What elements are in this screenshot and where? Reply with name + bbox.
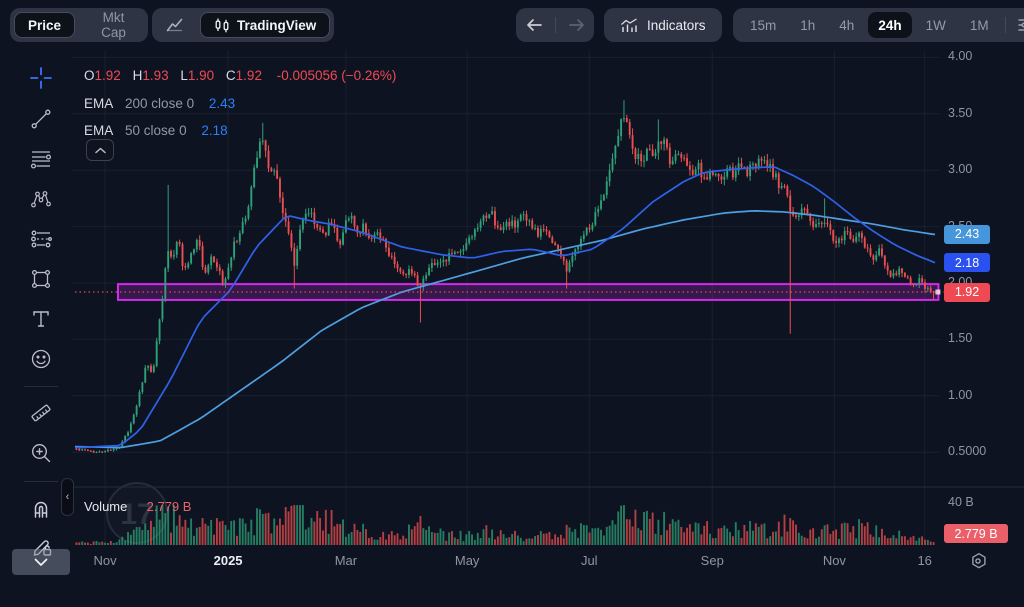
- ema200-params: 200 close 0: [125, 95, 195, 111]
- price-tick-label: 3.50: [948, 105, 973, 120]
- open-value: 1.92: [94, 68, 121, 83]
- low-label: L: [180, 68, 188, 83]
- price-tick-label: 3.00: [948, 162, 973, 177]
- timeframe-1W[interactable]: 1W: [916, 12, 956, 38]
- close-label: C: [225, 68, 236, 83]
- time-tick-label: May: [454, 553, 480, 568]
- divider: [24, 386, 58, 387]
- zone-handle[interactable]: [935, 289, 941, 295]
- support-zone-rectangle[interactable]: [117, 283, 940, 301]
- legend-collapse-button[interactable]: [86, 139, 114, 161]
- text-tool-icon[interactable]: [29, 307, 53, 331]
- time-tick-label: Nov: [822, 553, 846, 568]
- rectangle-tool-icon[interactable]: [29, 267, 53, 291]
- price-tick-label: 0.5000: [948, 444, 987, 459]
- timeframe-1h[interactable]: 1h: [790, 12, 825, 38]
- mktcap-tab[interactable]: Mkt Cap: [79, 8, 148, 42]
- ema50-price-badge: 2.18: [944, 253, 990, 273]
- timeframe-1M[interactable]: 1M: [960, 12, 999, 38]
- timeframe-15m[interactable]: 15m: [740, 12, 786, 38]
- high-label: H: [132, 68, 143, 83]
- low-value: 1.90: [187, 68, 215, 83]
- high-value: 1.93: [142, 68, 169, 83]
- projection-tool-icon[interactable]: [29, 227, 53, 251]
- time-tick-label: Sep: [700, 553, 724, 568]
- time-tick-label: Nov: [93, 553, 117, 568]
- time-tick-label: Jul: [580, 553, 598, 568]
- divider: [554, 17, 556, 33]
- trend-line-tool-icon[interactable]: [29, 107, 53, 131]
- zoom-in-tool-icon[interactable]: [29, 441, 53, 465]
- magnet-tool-icon[interactable]: [29, 497, 53, 521]
- time-tick-label: 16: [917, 553, 932, 568]
- price-mktcap-toggle: Price Mkt Cap: [10, 8, 148, 42]
- volume-tick-label: 40 B: [948, 495, 974, 509]
- ema50-value: 2.18: [201, 123, 228, 138]
- candles-icon: [214, 17, 230, 34]
- indicators-icon: [620, 17, 638, 33]
- tradingview-tab[interactable]: TradingView: [200, 12, 331, 38]
- ema200-price-badge: 2.43: [944, 224, 990, 244]
- xabcd-pattern-tool-icon[interactable]: [29, 187, 53, 211]
- chart-settings-sliders-icon[interactable]: [1010, 17, 1024, 33]
- ema200-value: 2.43: [208, 95, 236, 111]
- gridlines: [72, 50, 940, 545]
- last-price-badge: 1.92: [944, 282, 990, 302]
- ema200-line[interactable]: [74, 210, 936, 449]
- indicators-label: Indicators: [647, 17, 706, 33]
- back-arrow-icon[interactable]: [517, 8, 551, 42]
- time-tick-label: 2025: [213, 553, 243, 568]
- price-tick-label: 1.00: [948, 387, 973, 402]
- emoji-tool-icon[interactable]: [29, 347, 53, 371]
- hide-toolbar-button[interactable]: [12, 549, 70, 575]
- fib-retracement-tool-icon[interactable]: [29, 147, 53, 171]
- divider: [1004, 17, 1006, 33]
- indicators-button[interactable]: Indicators: [604, 8, 722, 42]
- volume-value: 2.779 B: [146, 499, 192, 514]
- ema200-row: EMA 200 close 0 2.43: [84, 90, 396, 118]
- ohlc-row: O1.92 H1.93 L1.90 C1.92 -0.005056 (−0.26…: [84, 62, 396, 90]
- close-value: 1.92: [235, 68, 262, 83]
- tradingview-label: TradingView: [237, 17, 317, 33]
- volume-bars: [75, 505, 935, 545]
- chart-source-toggle: TradingView: [152, 8, 335, 42]
- sidebar-collapse-handle[interactable]: ‹: [61, 478, 74, 516]
- axis-settings-gear-icon[interactable]: [967, 550, 989, 572]
- line-chart-icon[interactable]: [152, 8, 196, 42]
- ema50-params: 50 close 0: [125, 123, 187, 138]
- candles: [75, 100, 935, 454]
- time-tick-label: Mar: [334, 553, 358, 568]
- price-tab[interactable]: Price: [14, 12, 76, 38]
- ema50-row: EMA 50 close 0 2.18: [84, 117, 396, 145]
- ruler-tool-icon[interactable]: [29, 401, 53, 425]
- ema50-label: EMA: [84, 123, 114, 138]
- timeframe-group: 15m 1h 4h 24h 1W 1M: [733, 8, 1024, 42]
- timeframe-24h[interactable]: 24h: [868, 12, 912, 38]
- history-nav: [516, 8, 594, 42]
- svg-text:17: 17: [120, 498, 153, 531]
- crosshair-tool-icon[interactable]: [29, 66, 53, 90]
- volume-badge: 2.779 B: [944, 524, 1008, 543]
- volume-legend: Volume 2.779 B: [84, 499, 191, 514]
- coin-logo-watermark: 17: [106, 482, 168, 544]
- change-value: -0.005056 (−0.26%): [276, 68, 397, 83]
- open-label: O: [84, 68, 95, 83]
- forward-arrow-icon[interactable]: [560, 8, 594, 42]
- ema200-label: EMA: [84, 95, 114, 111]
- timeframe-4h[interactable]: 4h: [829, 12, 864, 38]
- divider: [24, 481, 58, 482]
- price-tick-label: 1.50: [948, 331, 973, 346]
- volume-label: Volume: [84, 499, 128, 514]
- ohlc-legend: O1.92 H1.93 L1.90 C1.92 -0.005056 (−0.26…: [84, 62, 396, 145]
- ema50-line[interactable]: [74, 166, 936, 449]
- price-tick-label: 4.00: [948, 49, 973, 64]
